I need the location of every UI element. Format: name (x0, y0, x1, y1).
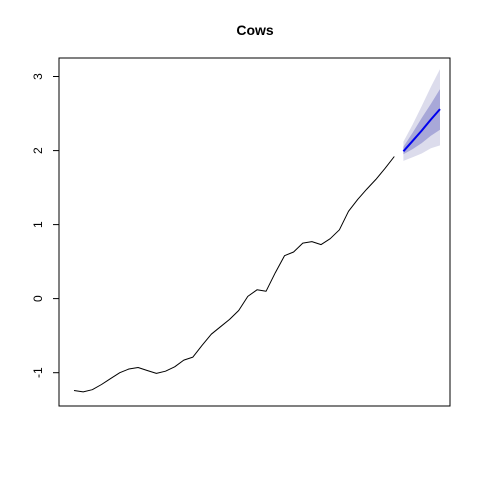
y-axis: -1 0 1 2 3 (31, 73, 59, 378)
y-tick-label: -1 (31, 367, 45, 378)
series-line (73, 156, 395, 393)
chart-title: Cows (236, 22, 274, 38)
y-tick-label: 2 (31, 147, 45, 154)
forecast-layer (402, 108, 441, 152)
series-layer (73, 156, 395, 393)
y-tick-label: 1 (31, 221, 45, 228)
forecast-line (402, 108, 441, 152)
y-tick-label: 3 (31, 73, 45, 80)
plot-frame (58, 57, 451, 407)
forecast-band-80 (403, 89, 440, 155)
band-80-layer (403, 89, 440, 155)
y-tick-label: 0 (31, 295, 45, 302)
